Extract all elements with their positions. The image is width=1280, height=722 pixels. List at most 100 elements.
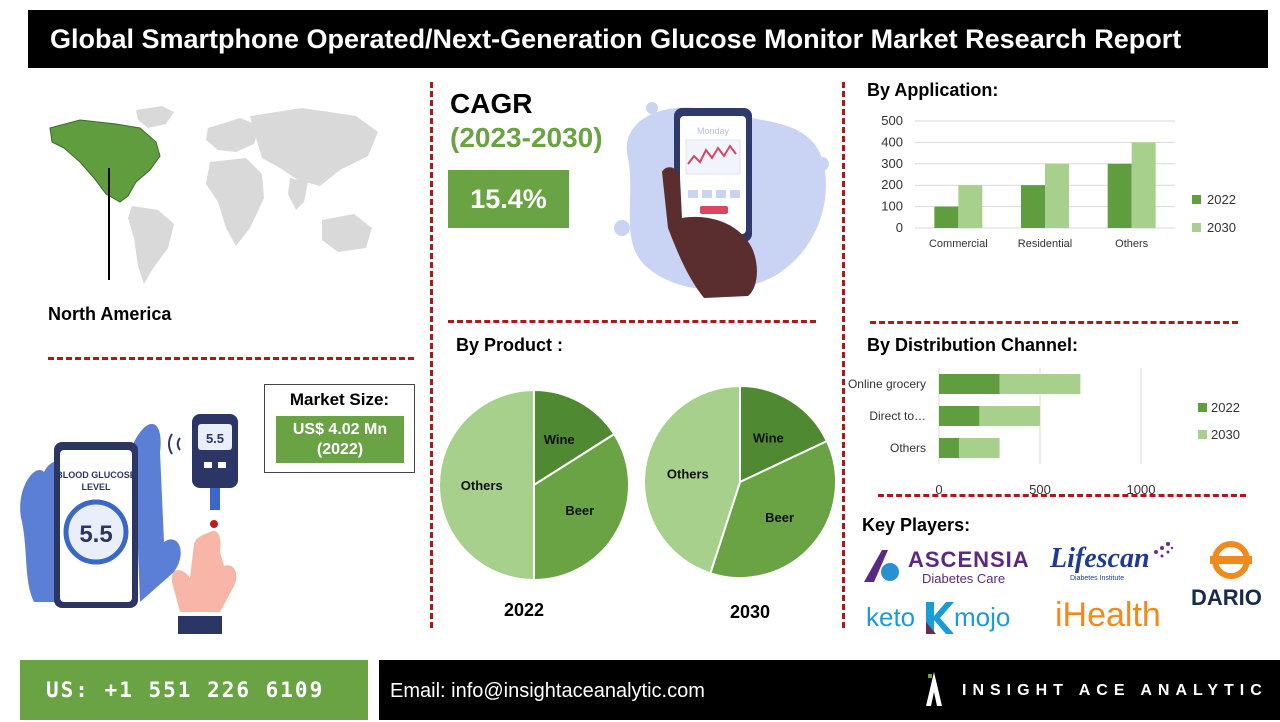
- market-size-value: US$ 4.02 Mn (2022): [276, 416, 404, 463]
- map-europe: [206, 118, 260, 152]
- report-title: Global Smartphone Operated/Next-Generati…: [28, 10, 1268, 68]
- app-legend-swatch: [1192, 223, 1201, 232]
- app-bar: [1131, 142, 1156, 228]
- key-players-heading: Key Players:: [862, 515, 971, 535]
- app-legend-label: 2030: [1207, 220, 1236, 235]
- product-pie-charts: Wine Beer Others 2022 Wine Beer Others 2030: [438, 384, 837, 622]
- divider-left: [430, 82, 433, 628]
- market-size-label: Market Size:: [289, 390, 390, 409]
- dario-logo-mark: [1204, 540, 1258, 584]
- brand-logo-icon: [924, 670, 944, 708]
- glucose-label-line1: BLOOD GLUCOSE: [56, 470, 136, 480]
- footer-bar: [379, 660, 1280, 720]
- dist-bar: [939, 438, 960, 458]
- pie-slice-label: Wine: [753, 430, 784, 445]
- dist-legend-label: 2030: [1211, 427, 1240, 442]
- app-category-label: Others: [1115, 238, 1149, 250]
- divider-right: [842, 82, 845, 628]
- glucose-reading: 5.5: [79, 521, 112, 548]
- ketomojo-logo-mojo: mojo: [954, 602, 1011, 632]
- map-north-america: [49, 119, 161, 203]
- cagr-title: CAGR: [450, 88, 533, 119]
- distribution-heading: By Distribution Channel:: [867, 335, 1078, 355]
- app-bar: [1045, 163, 1069, 228]
- pie-slice-label: Others: [667, 467, 709, 482]
- app-ytick-label: 400: [881, 134, 903, 149]
- dist-category-label: Online grocery: [848, 377, 926, 391]
- lifescan-logo: Lifescan: [1050, 543, 1150, 574]
- app-ytick-label: 300: [881, 156, 903, 171]
- lifescan-dots-icon: [1150, 540, 1174, 564]
- application-bar-chart: 0 100 200 300 400 500 Commercial Residential Oth…: [881, 113, 1236, 250]
- ascensia-logo-mark: [862, 548, 906, 584]
- app-ytick-label: 100: [881, 199, 903, 214]
- cagr-years: (2023-2030): [450, 122, 603, 153]
- distribution-bar-chart: 0 500 1000 Online grocery Direct to… Others 20…: [848, 368, 1240, 494]
- divider-cagr: [448, 320, 816, 323]
- dist-category-label: Others: [890, 441, 926, 455]
- divider-distribution: [878, 494, 1246, 497]
- footer-email[interactable]: Email: info@insightaceanalytic.com: [390, 680, 705, 702]
- phone-screen-label: Monday: [697, 126, 730, 136]
- dist-xtick-label: 1000: [1127, 482, 1156, 494]
- pie-title: 2030: [730, 602, 770, 622]
- region-label: North America: [48, 304, 172, 324]
- dist-legend-label: 2022: [1211, 400, 1240, 415]
- glucose-illustration: BLOOD GLUCOSE LEVEL 5.5 5.5: [20, 414, 238, 634]
- dist-bar: [939, 406, 980, 426]
- footer-phone[interactable]: US: +1 551 226 6109: [20, 660, 368, 720]
- map-australia: [322, 214, 372, 252]
- dist-legend-swatch: [1198, 430, 1207, 439]
- app-category-label: Commercial: [929, 238, 988, 250]
- meter-reading: 5.5: [206, 431, 224, 446]
- application-heading: By Application:: [867, 80, 999, 100]
- dist-bar: [979, 406, 1040, 426]
- region-pointer-line: [108, 168, 110, 280]
- footer-brand: INSIGHT ACE ANALYTIC: [962, 682, 1268, 699]
- lifescan-sub: Diabetes Institute: [1070, 575, 1125, 582]
- pie-slice-label: Beer: [565, 503, 594, 518]
- pie-slice: [709, 439, 837, 579]
- market-size-value-line2: (2022): [316, 441, 364, 458]
- world-map: [49, 106, 378, 284]
- divider-application: [870, 321, 1238, 324]
- dist-xtick-label: 0: [935, 482, 942, 494]
- ascensia-logo: ASCENSIA: [908, 547, 1030, 572]
- product-heading: By Product :: [456, 335, 564, 355]
- ketomojo-logo-keto: keto: [866, 602, 916, 632]
- dario-logo: DARIO: [1191, 585, 1262, 610]
- dist-category-label: Direct to…: [869, 409, 926, 423]
- pie-slice: [533, 388, 616, 487]
- app-ytick-label: 200: [881, 177, 903, 192]
- divider-region: [48, 357, 414, 360]
- map-africa: [206, 158, 264, 246]
- map-asia: [250, 108, 378, 186]
- cagr-value: 15.4%: [448, 170, 569, 228]
- dist-xtick-label: 500: [1029, 482, 1051, 494]
- pie-slice-label: Wine: [544, 432, 575, 447]
- pie-title: 2022: [504, 600, 544, 620]
- pie-slice: [643, 384, 741, 575]
- dist-bar: [959, 438, 1000, 458]
- ascensia-sub: Diabetes Care: [922, 571, 1006, 586]
- glucose-label-line2: LEVEL: [81, 482, 111, 492]
- pie-slice: [533, 432, 630, 582]
- map-greenland: [136, 106, 174, 128]
- pie-slice: [739, 384, 829, 484]
- ketomojo-k-icon: [922, 598, 956, 638]
- app-bar: [1107, 163, 1132, 228]
- app-legend-swatch: [1192, 195, 1201, 204]
- map-south-america: [128, 206, 174, 284]
- pie-slice: [438, 388, 535, 582]
- app-bar: [1021, 185, 1045, 228]
- market-size-box: [264, 384, 415, 473]
- dist-bar: [999, 374, 1081, 394]
- dist-legend-swatch: [1198, 403, 1207, 412]
- app-bar: [958, 185, 983, 228]
- dist-bar: [939, 374, 1000, 394]
- app-category-label: Residential: [1018, 238, 1072, 250]
- market-size-value-line1: US$ 4.02 Mn: [292, 421, 388, 438]
- app-legend-label: 2022: [1207, 192, 1236, 207]
- ihealth-logo: iHealth: [1055, 596, 1161, 634]
- pie-slice-label: Beer: [765, 510, 794, 525]
